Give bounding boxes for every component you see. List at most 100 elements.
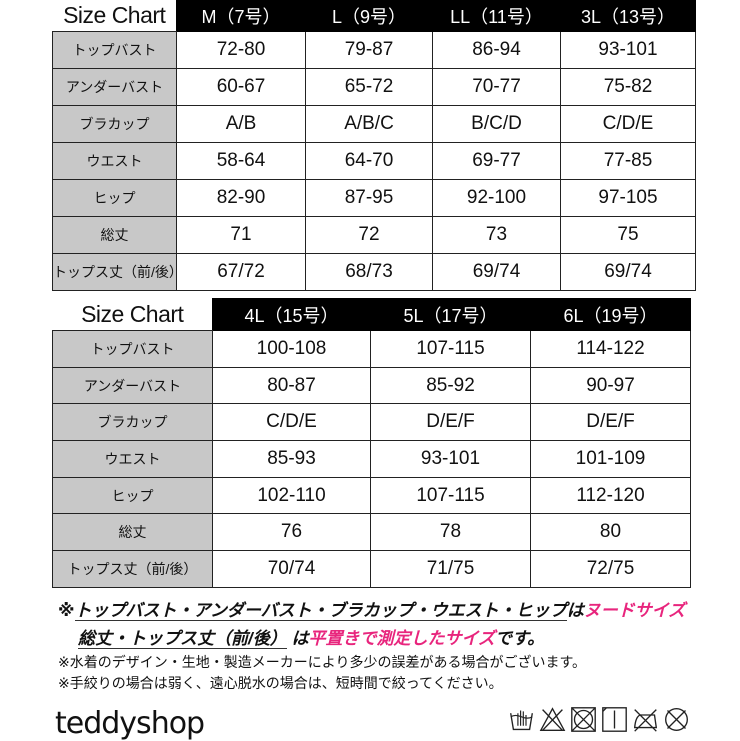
size-value: 112-120 bbox=[530, 476, 691, 515]
row-label: ブラカップ bbox=[52, 105, 177, 143]
size-value: 80 bbox=[530, 513, 691, 552]
size-value: B/C/D bbox=[432, 105, 561, 143]
size-value: 70-77 bbox=[432, 68, 561, 106]
size-value: 107-115 bbox=[370, 476, 531, 515]
size-header: M（7号） bbox=[176, 0, 306, 32]
size-value: 64-70 bbox=[305, 142, 433, 180]
size-value: 114-122 bbox=[530, 330, 691, 368]
size-header: 5L（17号） bbox=[370, 298, 531, 331]
size-value: 60-67 bbox=[176, 68, 306, 106]
size-value: D/E/F bbox=[370, 403, 531, 442]
table-row: 総丈 71 72 73 75 bbox=[52, 216, 696, 254]
size-value: 75-82 bbox=[560, 68, 696, 106]
size-value: 79-87 bbox=[305, 31, 433, 69]
no-dry-clean-icon bbox=[665, 708, 688, 731]
row-label: ヒップ bbox=[52, 476, 213, 515]
size-value: 69/74 bbox=[432, 253, 561, 291]
size-value: 85-92 bbox=[370, 366, 531, 405]
size-value: 71 bbox=[176, 216, 306, 254]
hand-wash-icon bbox=[510, 710, 533, 731]
size-value: 85-93 bbox=[212, 440, 371, 478]
row-label: ウエスト bbox=[52, 142, 177, 180]
care-icons bbox=[508, 706, 690, 733]
size-value: 71/75 bbox=[370, 550, 531, 588]
row-label: トップス丈（前/後） bbox=[52, 550, 213, 588]
size-header: 4L（15号） bbox=[212, 298, 371, 331]
size-chart-table-2: Size Chart 4L（15号） 5L（17号） 6L（19号） トップバス… bbox=[52, 298, 691, 588]
size-value: 77-85 bbox=[560, 142, 696, 180]
size-value: 101-109 bbox=[530, 440, 691, 478]
size-value: 69/74 bbox=[560, 253, 696, 291]
size-value: 58-64 bbox=[176, 142, 306, 180]
table-row: トップス丈（前/後） 67/72 68/73 69/74 69/74 bbox=[52, 253, 696, 291]
table-row: ブラカップ C/D/E D/E/F D/E/F bbox=[52, 403, 691, 442]
table-title: Size Chart bbox=[52, 0, 177, 32]
size-value: 72/75 bbox=[530, 550, 691, 588]
size-value: C/D/E bbox=[212, 403, 371, 442]
row-label: 総丈 bbox=[52, 216, 177, 254]
no-tumble-dry-icon bbox=[571, 707, 596, 732]
row-label: 総丈 bbox=[52, 513, 213, 552]
row-label: トップバスト bbox=[52, 31, 177, 69]
table-title: Size Chart bbox=[52, 298, 213, 331]
size-value: 90-97 bbox=[530, 366, 691, 405]
size-value: 65-72 bbox=[305, 68, 433, 106]
table-row: ウエスト 58-64 64-70 69-77 77-85 bbox=[52, 142, 696, 180]
row-label: アンダーバスト bbox=[52, 366, 213, 405]
size-value: 80-87 bbox=[212, 366, 371, 405]
table-row: ヒップ 102-110 107-115 112-120 bbox=[52, 476, 691, 515]
size-value: 72 bbox=[305, 216, 433, 254]
size-value: 72-80 bbox=[176, 31, 306, 69]
no-bleach-icon bbox=[539, 707, 566, 731]
row-label: ブラカップ bbox=[52, 403, 213, 442]
note-wringing: ※手絞りの場合は弱く、遠心脱水の場合は、短時間で絞ってください。 bbox=[58, 675, 503, 691]
size-value: 73 bbox=[432, 216, 561, 254]
row-label: アンダーバスト bbox=[52, 68, 177, 106]
size-value: 86-94 bbox=[432, 31, 561, 69]
size-value: 69-77 bbox=[432, 142, 561, 180]
size-header: 3L（13号） bbox=[560, 0, 696, 32]
size-value: 82-90 bbox=[176, 179, 306, 217]
row-label: ヒップ bbox=[52, 179, 177, 217]
size-header: LL（11号） bbox=[432, 0, 561, 32]
size-value: 97-105 bbox=[560, 179, 696, 217]
size-value: 67/72 bbox=[176, 253, 306, 291]
table-row: ブラカップ A/B A/B/C B/C/D C/D/E bbox=[52, 105, 696, 143]
size-value: 93-101 bbox=[560, 31, 696, 69]
size-value: A/B/C bbox=[305, 105, 433, 143]
size-value: 76 bbox=[212, 513, 371, 552]
row-label: ウエスト bbox=[52, 440, 213, 478]
size-value: D/E/F bbox=[530, 403, 691, 442]
size-header: L（9号） bbox=[305, 0, 433, 32]
size-value: 100-108 bbox=[212, 330, 371, 368]
table-row: トップバスト 72-80 79-87 86-94 93-101 bbox=[52, 31, 696, 69]
no-iron-icon bbox=[633, 709, 658, 732]
size-value: C/D/E bbox=[560, 105, 696, 143]
size-value: 87-95 bbox=[305, 179, 433, 217]
table-row: アンダーバスト 60-67 65-72 70-77 75-82 bbox=[52, 68, 696, 106]
row-label: トップス丈（前/後） bbox=[52, 253, 183, 291]
note-flat-size: 総丈・トップス丈（前/後） は平置きで測定したサイズです。 bbox=[78, 629, 545, 649]
size-value: 75 bbox=[560, 216, 696, 254]
size-value: 93-101 bbox=[370, 440, 531, 478]
size-value: 102-110 bbox=[212, 476, 371, 515]
table-row: ヒップ 82-90 87-95 92-100 97-105 bbox=[52, 179, 696, 217]
table-row: トップス丈（前/後） 70/74 71/75 72/75 bbox=[52, 550, 691, 588]
size-header: 6L（19号） bbox=[530, 298, 691, 331]
table-row: トップバスト 100-108 107-115 114-122 bbox=[52, 330, 691, 368]
note-variance: ※水着のデザイン・生地・製造メーカーにより多少の誤差がある場合がございます。 bbox=[58, 654, 587, 670]
size-value: 78 bbox=[370, 513, 531, 552]
size-value: 70/74 bbox=[212, 550, 371, 588]
table-row: アンダーバスト 80-87 85-92 90-97 bbox=[52, 366, 691, 405]
size-value: A/B bbox=[176, 105, 306, 143]
size-value: 68/73 bbox=[305, 253, 433, 291]
size-chart-table-1: Size Chart M（7号） L（9号） LL（11号） 3L（13号） ト… bbox=[52, 0, 696, 291]
table-row: 総丈 76 78 80 bbox=[52, 513, 691, 552]
size-value: 107-115 bbox=[370, 330, 531, 368]
line-dry-icon bbox=[602, 707, 627, 732]
size-value: 92-100 bbox=[432, 179, 561, 217]
table-row: ウエスト 85-93 93-101 101-109 bbox=[52, 440, 691, 478]
note-nude-size: ※トップバスト・アンダーバスト・ブラカップ・ウエスト・ヒップはヌードサイズ bbox=[58, 601, 686, 621]
row-label: トップバスト bbox=[52, 330, 213, 368]
brand-logo: teddyshop bbox=[55, 706, 205, 741]
